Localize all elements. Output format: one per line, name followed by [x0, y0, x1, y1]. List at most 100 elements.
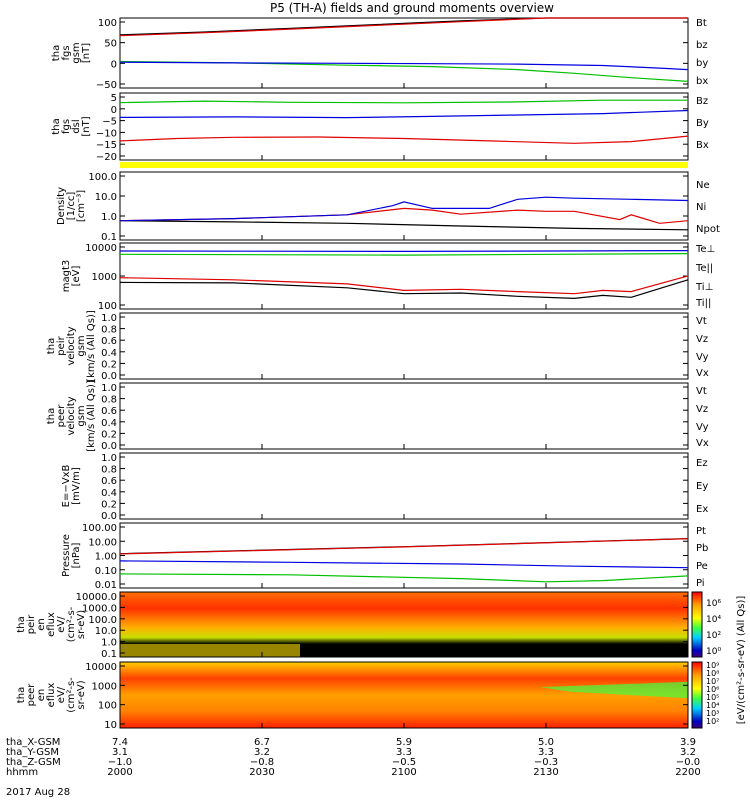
x-tick-label: 3.9: [680, 737, 696, 748]
series-bx-line: [119, 61, 689, 71]
legend-entry: Pi: [696, 578, 705, 589]
x-tick-label: 7.4: [112, 737, 128, 748]
y-axis-label-line: tha: [51, 45, 62, 61]
x-tick-label: −1.0: [108, 757, 132, 768]
legend-entry: Vt: [696, 316, 707, 327]
y-tick-label: 0: [111, 105, 117, 116]
heatmap-image: [120, 662, 688, 728]
y-axis-label-line: [km/s (All Qs)]: [86, 380, 97, 452]
y-axis-label-line: [eV]: [71, 266, 82, 287]
y-axis-label-line: en: [36, 618, 47, 631]
x-tick-label: 2030: [249, 767, 274, 778]
y-tick-label: 10000: [85, 662, 117, 673]
colorbar-tick-label: 10⁸: [706, 669, 719, 678]
y-axis-label-line: gsm: [76, 405, 87, 426]
y-tick-label: 10000.0: [76, 592, 117, 603]
colorbar-tick-label: 10²: [706, 717, 719, 726]
panel-density: 100.0 10.0 1.0 0.1 Density [1/cc] [cm⁻³] Ne Ni Np…: [56, 171, 720, 243]
heatmap-patch: [540, 681, 688, 699]
y-tick-label: −5: [102, 117, 117, 128]
x-tick-label: −0.0: [676, 757, 700, 768]
x-axis-labels: tha_X-GSM 7.4 6.7 5.9 5.0 3.9 tha_Y-GSM 3.1 3.2 3…: [6, 737, 701, 798]
series-bz-line: [119, 17, 688, 37]
y-tick-label: 1000: [92, 272, 117, 283]
series-Ti||-line: [119, 253, 689, 256]
y-axis-label: tha fgs gsm [nT]: [51, 42, 92, 63]
y-axis-label: tha fgs dsl [nT]: [51, 116, 92, 136]
y-axis-label-line: (cm²-s-: [66, 677, 77, 713]
y-axis-label-line: eflux: [46, 612, 57, 637]
y-tick-label: 0.8: [101, 395, 117, 406]
panel-peer_en_eflux: 10000 1000 100 10 tha peer en eflux eV/(cm²-s-sr…: [16, 661, 689, 731]
y-axis-label-line: eV/: [56, 616, 67, 633]
x-row-label: hhmm: [6, 767, 38, 778]
y-tick-label: 1.0: [101, 638, 117, 649]
legend-entry: Ti||: [695, 298, 711, 309]
panel-pressure: 100.00 10.00 1.00 0.10 0.01 Pressure [nPa] Pt Pb…: [61, 522, 708, 591]
panel-fgs_dsl: 50−5−10−15−20 tha fgs dsl [nT] Bz By Bx: [51, 92, 709, 163]
legend-entry: Vx: [696, 438, 709, 449]
y-tick-label: 50: [104, 39, 117, 50]
colorbar-tick-label: 10⁴: [706, 615, 721, 625]
y-axis-label-line: tha: [46, 408, 57, 424]
y-tick-label: 0.8: [101, 465, 117, 476]
legend-entry: Ni: [696, 202, 706, 213]
y-axis-label-line: velocity: [66, 326, 77, 365]
y-axis-label-line: [nPa]: [71, 542, 82, 568]
y-axis-label-line: Density: [56, 187, 67, 225]
y-tick-label: 100: [98, 301, 117, 312]
y-tick-label: 0.2: [101, 359, 117, 370]
series-Bx-line: [119, 135, 689, 144]
legend-entry: by: [696, 58, 708, 69]
legend-entry: Ez: [696, 458, 708, 469]
y-tick-label: 0.10: [95, 566, 117, 577]
y-axis-label-line: fgs: [61, 45, 72, 60]
y-axis-label-line: [mV/m]: [71, 467, 82, 505]
legend-entry: bx: [696, 76, 708, 87]
y-axis-label-line: peir: [26, 614, 37, 634]
y-tick-label: 10: [104, 720, 117, 731]
legend-entry: Pb: [696, 543, 708, 554]
colorbar-tick-label: 10⁴: [706, 701, 719, 710]
x-tick-label: −0.3: [534, 757, 558, 768]
legend-entry: Vz: [696, 334, 708, 345]
y-axis-label-line: fgs: [61, 119, 72, 134]
x-tick-label: 5.0: [538, 737, 554, 748]
x-row-label: tha_X-GSM: [6, 737, 60, 748]
legend-entry: Bt: [696, 18, 707, 29]
y-tick-label: 10.00: [88, 537, 117, 548]
y-axis-label-line: tha: [16, 616, 27, 632]
colorbar-tick-label: 10⁷: [706, 677, 719, 686]
y-tick-label: 100.0: [88, 172, 117, 183]
colorbar-label: [eV/(cm²-s-sr-eV) (All Qs)]: [736, 596, 747, 725]
y-axis-label: Density [1/cc] [cm⁻³]: [56, 187, 87, 225]
y-tick-label: 10.0: [95, 192, 117, 203]
legend-entry: Pt: [696, 526, 706, 537]
legend-entry: Vt: [696, 386, 707, 397]
y-tick-label: 1000.0: [82, 603, 117, 614]
legend-entry: Bx: [696, 140, 709, 151]
x-tick-label: 5.9: [396, 737, 412, 748]
legend-entry: Ne: [696, 180, 710, 191]
y-axis-label-line: eV/: [56, 686, 67, 703]
y-tick-label: 0.8: [101, 325, 117, 336]
x-tick-label: 6.7: [254, 737, 270, 748]
legend-entry: Vy: [696, 422, 709, 433]
x-tick-label: 2000: [107, 767, 132, 778]
x-tick-label: 3.1: [112, 747, 128, 758]
colorbar-tick-label: 10²: [706, 631, 721, 641]
colorbar-tick-label: 10³: [706, 709, 719, 718]
y-axis-label-line: [nT]: [81, 116, 92, 136]
x-tick-label: 2130: [533, 767, 558, 778]
x-tick-label: 2100: [391, 767, 416, 778]
series-Npot-line: [119, 196, 689, 222]
y-tick-label: 0.6: [101, 336, 117, 347]
y-tick-label: −15: [96, 140, 117, 151]
y-tick-label: 1000: [92, 681, 117, 692]
y-tick-label: 10000: [85, 243, 117, 254]
y-tick-label: 0.01: [95, 580, 117, 591]
x-tick-label: 3.2: [254, 747, 270, 758]
panel-frame: [119, 452, 689, 520]
